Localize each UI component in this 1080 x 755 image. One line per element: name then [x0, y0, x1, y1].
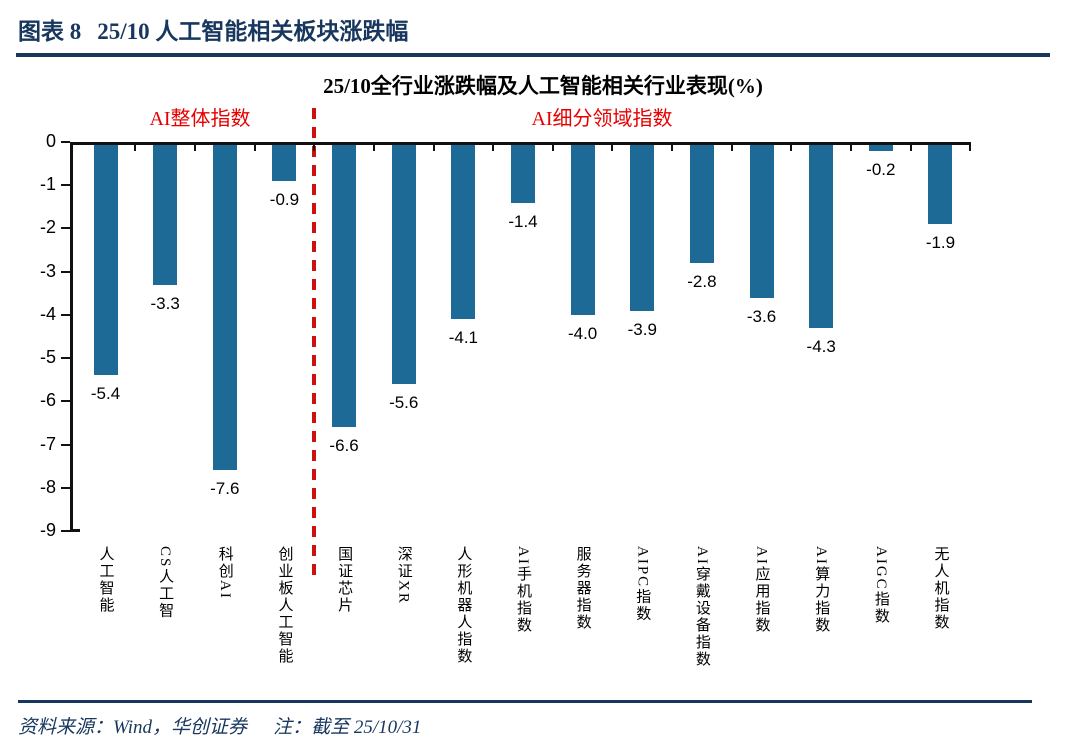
y-axis-tick — [61, 486, 70, 489]
bar-value-label: -3.9 — [627, 319, 657, 339]
cutoff-note: 注：截至 25/10/31 — [273, 717, 422, 738]
figure-number: 图表 8 — [18, 19, 82, 44]
category-label: 国证芯片 — [336, 546, 353, 614]
x-axis-boundary-tick — [253, 142, 256, 151]
chart-title: 25/10全行业涨跌幅及人工智能相关行业表现(%) — [323, 74, 763, 98]
section-divider-dashed-line — [312, 108, 316, 578]
y-axis-tick — [61, 357, 70, 360]
bar-value-label: -1.9 — [925, 233, 956, 253]
bar — [689, 142, 714, 264]
y-axis-line — [70, 142, 73, 531]
bar-value-label: -0.2 — [866, 159, 896, 179]
bar-value-label: -6.6 — [329, 436, 359, 456]
bar — [212, 142, 237, 471]
y-axis-tick-label: -6 — [39, 390, 56, 411]
bar — [809, 142, 834, 328]
bar — [630, 142, 655, 311]
bar — [570, 142, 595, 315]
category-label: AIPC指数 — [634, 546, 651, 623]
category-label: 创业板人工智能 — [276, 546, 293, 665]
y-axis-tick — [61, 313, 70, 316]
bar-value-label: -7.6 — [210, 479, 240, 499]
footer-divider-line — [18, 700, 1032, 703]
bar-value-label: -1.4 — [508, 211, 538, 231]
bar-value-label: -4.3 — [806, 336, 836, 356]
y-axis-tick — [61, 184, 70, 187]
figure-title: 25/10 人工智能相关板块涨跌幅 — [97, 19, 409, 44]
category-label: 人工智能 — [97, 546, 114, 614]
bar-value-label: -5.6 — [389, 393, 419, 413]
y-axis-tick — [61, 443, 70, 446]
y-axis-tick-label: -4 — [39, 303, 56, 324]
bar-value-label: -3.3 — [150, 293, 180, 313]
x-axis-boundary-tick — [492, 142, 495, 151]
bar-value-label: -0.9 — [269, 189, 300, 209]
y-axis-tick-label: 0 — [45, 131, 56, 151]
x-axis-boundary-tick — [969, 142, 972, 151]
section-label-ai-overall: AI整体指数 — [149, 108, 251, 130]
y-axis-tick-label: -2 — [39, 217, 56, 238]
bar-value-label: -5.4 — [90, 384, 121, 404]
bar-value-label: -2.8 — [687, 272, 717, 292]
bar-value-label: -4.0 — [567, 323, 598, 343]
category-label: 深证XR — [395, 546, 412, 605]
x-axis-boundary-tick — [850, 142, 853, 151]
category-label: AI算力指数 — [813, 546, 830, 634]
bar-value-label: -3.6 — [746, 306, 777, 326]
x-axis-boundary-tick — [730, 142, 733, 151]
y-axis-tick-label: -3 — [39, 260, 56, 281]
source-note: 资料来源：Wind，华创证券 — [18, 717, 248, 738]
y-axis-bottom-foot — [70, 529, 80, 532]
x-axis-boundary-tick — [611, 142, 614, 151]
x-axis-line — [70, 142, 970, 145]
bar — [749, 142, 774, 298]
x-axis-boundary-tick — [551, 142, 554, 151]
y-axis-tick-label: -1 — [39, 174, 56, 195]
x-axis-boundary-tick — [671, 142, 674, 151]
bar — [272, 142, 297, 181]
bar — [928, 142, 953, 225]
header-divider-line — [16, 53, 1050, 57]
x-axis-boundary-tick — [372, 142, 375, 151]
category-label: AI穿戴设备指数 — [693, 546, 710, 668]
category-label: 服务器指数 — [574, 546, 591, 631]
bar — [93, 142, 118, 376]
x-axis-boundary-tick — [313, 142, 316, 151]
category-label: AI手机指数 — [515, 546, 531, 634]
bar — [391, 142, 416, 385]
y-axis-tick — [61, 400, 70, 403]
category-label: 无人机指数 — [932, 546, 949, 631]
y-axis-tick — [61, 141, 70, 143]
category-label: 科创AI — [216, 546, 233, 600]
x-axis-boundary-tick — [790, 142, 793, 151]
figure-footer: 资料来源：Wind，华创证券 注：截至 25/10/31 — [18, 712, 421, 739]
x-axis-boundary-tick — [193, 142, 196, 151]
y-axis-tick-label: -9 — [39, 520, 56, 540]
x-axis-boundary-tick — [134, 142, 137, 151]
y-axis-tick — [61, 227, 70, 230]
bar — [451, 142, 476, 320]
y-axis-tick-label: -7 — [39, 433, 56, 454]
bar — [511, 142, 535, 203]
bar — [153, 142, 178, 285]
bar — [332, 142, 357, 428]
category-label: AIGC指数 — [872, 546, 889, 625]
y-axis-tick-label: -5 — [39, 347, 56, 368]
bar-value-label: -4.1 — [448, 328, 478, 348]
y-axis-tick-label: -8 — [39, 476, 56, 497]
y-axis-tick — [61, 530, 70, 532]
x-axis-boundary-tick — [432, 142, 435, 151]
figure-header: 图表 8 25/10 人工智能相关板块涨跌幅 — [18, 12, 408, 46]
x-axis-boundary-tick — [909, 142, 912, 151]
y-axis-tick — [61, 270, 70, 273]
category-label: CS人工智 — [157, 546, 174, 620]
section-label-ai-subsegment: AI细分领域指数 — [531, 108, 673, 130]
category-label: 人形机器人指数 — [455, 546, 472, 665]
category-label: AI应用指数 — [753, 546, 770, 634]
bar — [868, 142, 893, 151]
